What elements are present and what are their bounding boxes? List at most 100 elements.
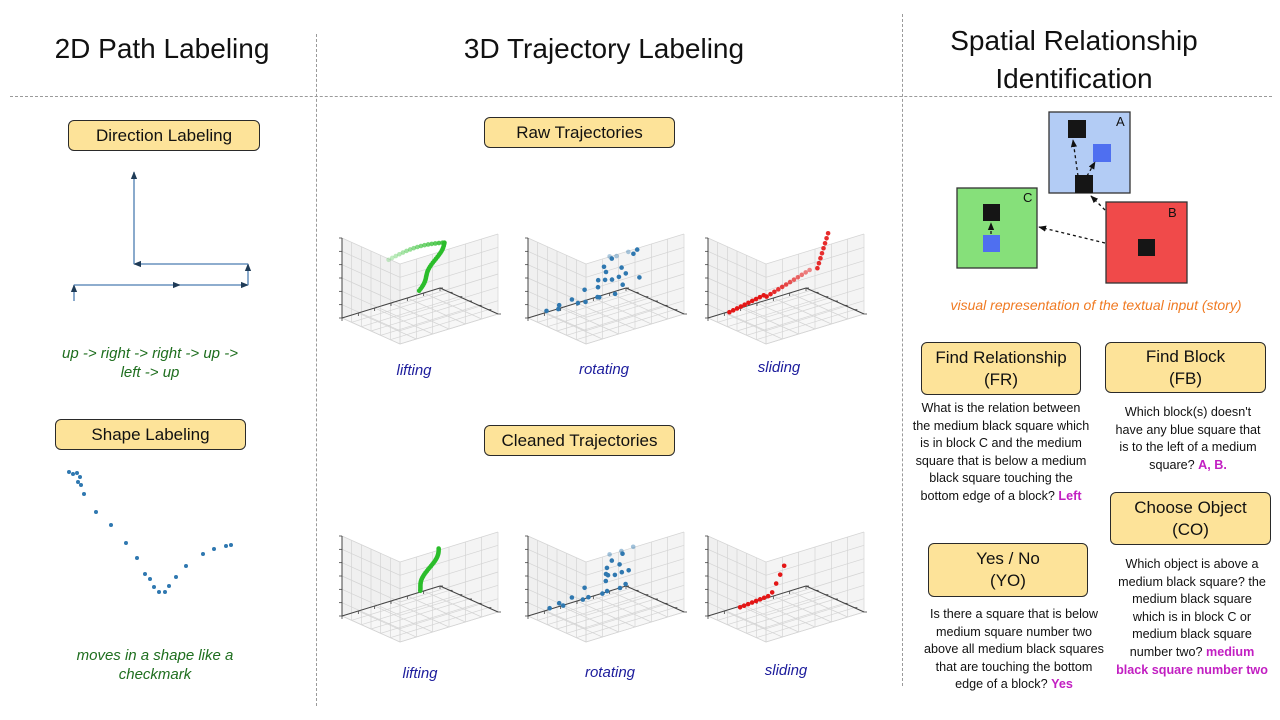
trajectory-point xyxy=(619,569,625,575)
trajectory-point xyxy=(623,581,628,587)
trajectory-point xyxy=(569,297,575,302)
trajectory-point xyxy=(436,240,442,246)
trajectory-point xyxy=(580,597,586,602)
find-relationship-tag: Find Relationship (FR) xyxy=(921,342,1081,395)
trajectory-point xyxy=(433,241,438,246)
raw-rotating-3d-plot xyxy=(525,233,687,345)
trajectory-point xyxy=(730,308,736,313)
trajectory-point xyxy=(803,270,808,275)
trajectory-point xyxy=(757,597,763,602)
shape-labeling-tag: Shape Labeling xyxy=(55,419,246,450)
trajectory-point xyxy=(799,272,805,278)
raw-sliding-label: sliding xyxy=(757,359,801,376)
trajectory-point xyxy=(604,565,610,571)
trajectory-point xyxy=(418,243,424,249)
block-a-blue-square xyxy=(1093,144,1111,162)
trajectory-point xyxy=(617,562,622,567)
co-answer-line2: black square number two xyxy=(1116,662,1268,677)
yo-q-line2: medium square number two xyxy=(935,624,1093,639)
trajectory-point xyxy=(417,588,423,594)
trajectory-point xyxy=(386,257,391,263)
trajectory-point xyxy=(818,255,823,261)
trajectory-point xyxy=(603,578,609,584)
trajectory-point xyxy=(746,300,751,306)
header-spatial-relationship-line1: Spatial Relationship xyxy=(950,25,1198,56)
raw-trajectories-tag: Raw Trajectories xyxy=(484,117,675,148)
trajectory-point xyxy=(749,298,755,304)
trajectory-point xyxy=(389,255,395,261)
block-b-black-square xyxy=(1138,239,1155,256)
find-block-tag: Find Block (FB) xyxy=(1105,342,1266,393)
trajectory-point xyxy=(765,593,771,599)
trajectory-point xyxy=(397,251,402,257)
trajectory-point xyxy=(761,595,767,601)
block-c-black-square xyxy=(983,204,1000,221)
fr-q-line4: square that is below a medium xyxy=(915,453,1087,468)
trajectory-point xyxy=(824,235,829,241)
trajectory-point xyxy=(787,279,793,285)
yo-q-line1: Is there a square that is below xyxy=(929,607,1098,621)
shape-caption-line1: moves in a shape like a xyxy=(76,647,234,664)
trajectory-point xyxy=(620,551,625,556)
trajectory-point xyxy=(415,244,420,250)
column-divider-left xyxy=(316,34,317,706)
fb-q-line4: square? xyxy=(1149,457,1195,472)
yo-q-line5: edge of a block? xyxy=(955,677,1048,692)
trajectory-point xyxy=(393,253,399,259)
trajectory-point xyxy=(623,271,629,276)
trajectory-point xyxy=(773,581,779,586)
yo-question: Is there a square that is below medium s… xyxy=(910,606,1118,694)
trajectory-point xyxy=(612,572,618,578)
trajectory-point xyxy=(749,600,755,605)
trajectory-point xyxy=(734,306,740,311)
raw-rotating-label: rotating xyxy=(578,361,630,378)
co-q-line1: Which object is above a xyxy=(1125,557,1259,571)
co-question: Which object is above a medium black squ… xyxy=(1106,556,1278,679)
yo-answer: Yes xyxy=(1051,677,1073,692)
trajectory-point xyxy=(626,249,631,255)
block-b-label: B xyxy=(1168,205,1177,220)
trajectory-point xyxy=(776,287,781,292)
trajectory-point xyxy=(400,250,406,255)
trajectory-point xyxy=(777,572,783,577)
cleaned-lifting-label: lifting xyxy=(402,665,438,682)
block-c xyxy=(956,187,1038,269)
direction-caption-line2: left -> up xyxy=(120,364,180,381)
trajectory-point xyxy=(764,294,769,299)
shape-caption-line2: checkmark xyxy=(118,666,192,683)
block-c-label: C xyxy=(1023,190,1032,205)
trajectory-point xyxy=(422,242,427,248)
choose-object-tag: Choose Object (CO) xyxy=(1110,492,1271,545)
trajectory-point xyxy=(544,308,549,314)
trajectory-point xyxy=(595,284,601,290)
fb-question: Which block(s) doesn't have any blue squ… xyxy=(1104,404,1272,474)
trajectory-point xyxy=(753,598,759,604)
header-3d-trajectory-labeling: 3D Trajectory Labeling xyxy=(463,33,745,64)
trajectory-point xyxy=(791,277,797,282)
trajectory-point xyxy=(602,277,608,283)
trajectory-point xyxy=(597,295,602,300)
fb-q-line3: is to the left of a medium xyxy=(1119,440,1257,455)
cleaned-rotating-label: rotating xyxy=(584,664,636,681)
fr-q-line5: black square touching the xyxy=(929,471,1073,486)
spatial-story-caption: visual representation of the textual inp… xyxy=(950,297,1242,313)
co-answer-line1: medium xyxy=(1206,644,1255,659)
cleaned-lifting-3d-plot xyxy=(339,531,501,643)
trajectory-point xyxy=(556,600,562,606)
trajectory-point xyxy=(586,594,591,600)
raw-sliding-3d-plot xyxy=(705,231,867,345)
raw-lifting-label: lifting xyxy=(396,362,432,379)
cleaned-trajectories-tag: Cleaned Trajectories xyxy=(484,425,675,456)
co-q-line4: which is in block C or xyxy=(1132,609,1252,624)
trajectory-point xyxy=(595,277,601,283)
trajectory-point xyxy=(637,275,642,280)
spatial-blocks-diagram: A C B xyxy=(956,111,1188,284)
fb-tag-line1: Find Block xyxy=(1145,346,1226,366)
trajectory-point xyxy=(815,265,820,271)
fb-answer: A, B. xyxy=(1198,457,1227,472)
yo-tag-line2: (YO) xyxy=(990,571,1026,590)
trajectory-point xyxy=(631,251,636,257)
trajectory-point xyxy=(745,601,751,607)
trajectory-point xyxy=(429,241,435,247)
cleaned-sliding-label: sliding xyxy=(764,662,808,679)
